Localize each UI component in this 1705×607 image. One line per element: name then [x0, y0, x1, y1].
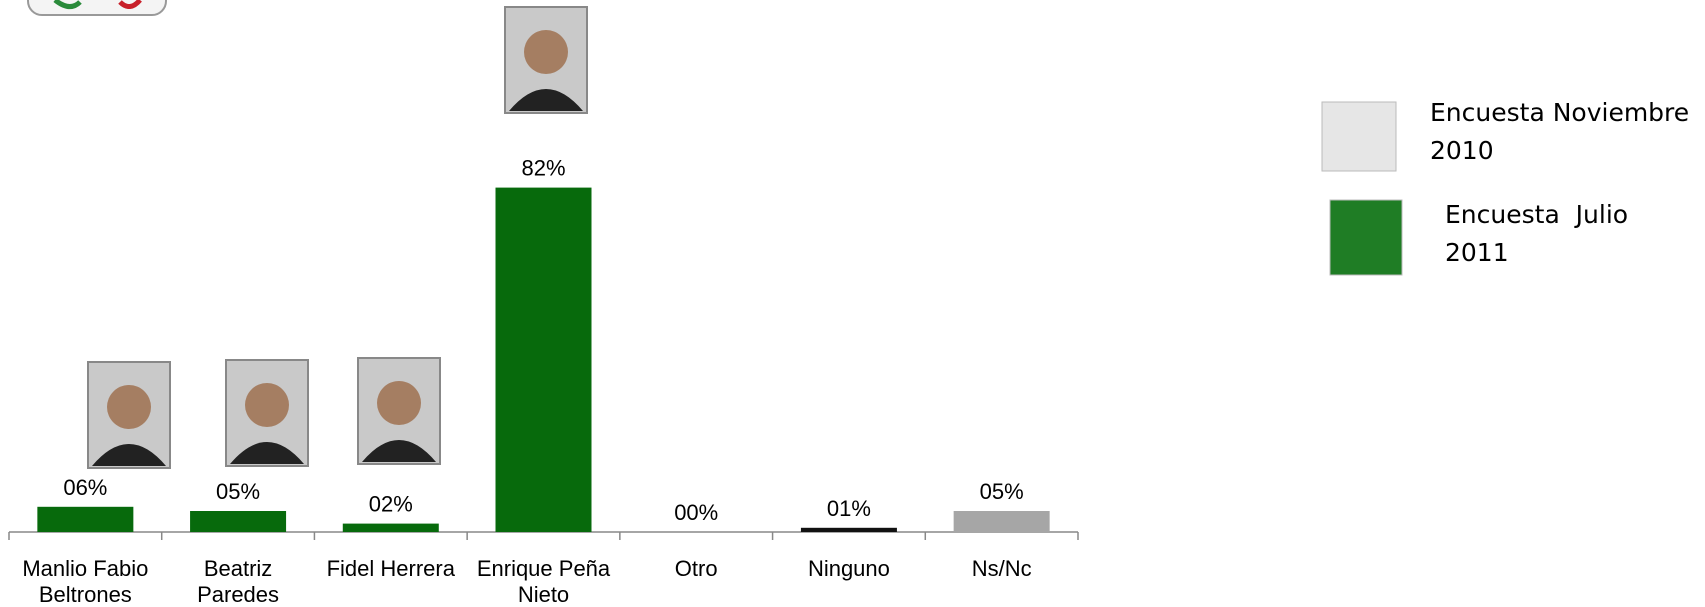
photo-body: [230, 442, 304, 464]
x-tick-label: Fidel Herrera: [326, 556, 455, 581]
logo-mark: [53, 0, 82, 9]
photo-face: [377, 381, 421, 425]
value-label: 02%: [369, 492, 413, 517]
legend-swatch: [1321, 101, 1397, 172]
legend-label: Encuesta Noviembre 2010: [1430, 98, 1698, 165]
photo-face: [245, 383, 289, 427]
bar: [37, 506, 134, 532]
value-label: 05%: [980, 479, 1024, 504]
x-tick-label: Enrique Peña Nieto: [476, 556, 611, 607]
logo-mark: [118, 0, 142, 9]
value-label: 82%: [521, 156, 565, 181]
photo-face: [107, 385, 151, 429]
logo: [27, 0, 167, 16]
x-tick-label: Otro: [674, 556, 718, 581]
photo-body: [509, 89, 583, 111]
bar: [495, 187, 592, 532]
photo-body: [92, 444, 166, 466]
photo-face: [524, 30, 568, 74]
x-tick-label: Beatriz Paredes: [197, 556, 280, 607]
bar: [800, 527, 897, 532]
bar: [190, 511, 287, 532]
value-label: 05%: [216, 479, 260, 504]
bar: [342, 523, 439, 532]
legend-label: Encuesta Julio 2011: [1445, 200, 1637, 267]
photo-body: [362, 440, 436, 462]
value-label: 01%: [827, 496, 871, 521]
legend-swatch: [1329, 199, 1403, 276]
x-tick-label: Ns/Nc: [971, 556, 1032, 581]
bar: [953, 511, 1050, 532]
x-tick-label: Ninguno: [807, 556, 890, 581]
x-tick-label: Manlio Fabio Beltrones: [22, 556, 149, 607]
value-label: 06%: [63, 475, 107, 500]
value-label: 00%: [674, 500, 718, 525]
